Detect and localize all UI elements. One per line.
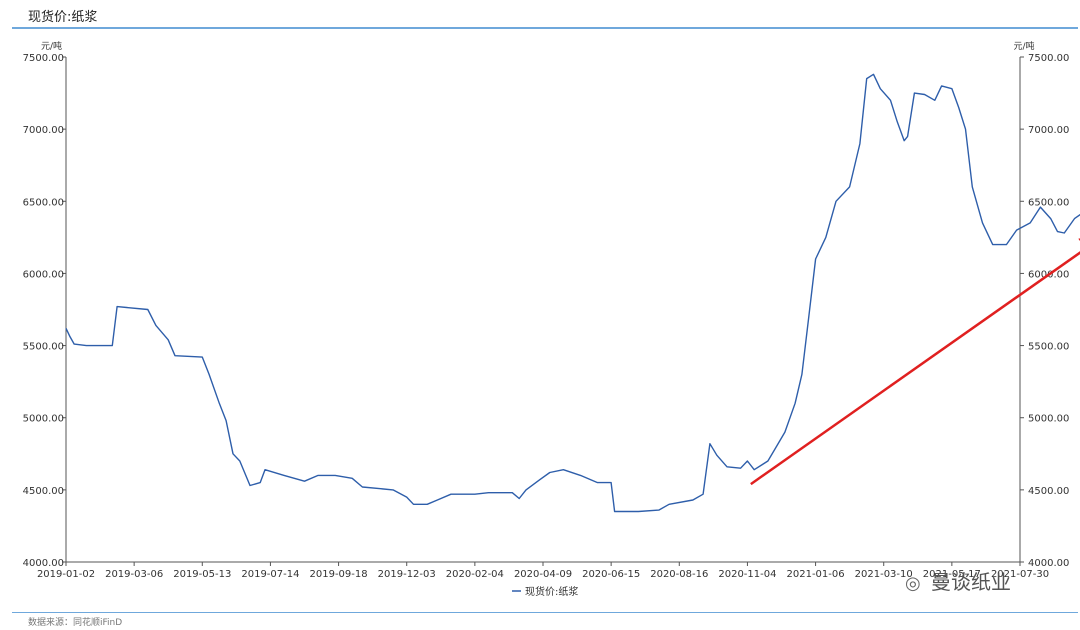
page-title: 现货价:纸浆 [28,10,98,25]
y-tick-label-left: 5500.00 [23,342,64,353]
axes: 元/吨 元/吨 4000.00 4000.00 4500.00 4500.00 5000.0… [23,40,1070,580]
legend-label: 现货价:纸浆 [525,585,578,598]
y-tick-label-right: 7000.00 [1028,125,1069,136]
x-tick-label: 2019-12-03 [378,569,436,580]
y-tick-label-right: 4000.00 [1028,558,1069,569]
y-tick-label-left: 7500.00 [23,53,64,64]
legend[interactable]: 现货价:纸浆 [512,585,578,598]
x-tick-label: 2021-03-10 [855,569,913,580]
trend-arrow [750,234,1080,486]
y-tick-label-right: 5500.00 [1028,342,1069,353]
data-source-note: 数据来源：同花顺iFinD [28,618,123,628]
x-tick-label: 2020-02-04 [446,569,504,580]
watermark-text: 曼谈纸业 [931,570,1011,594]
x-tick-label: 2021-01-06 [787,569,845,580]
x-tick-label: 2021-05-17 [923,569,981,580]
x-tick-label: 2019-07-14 [241,569,299,580]
x-tick-label: 2020-04-09 [514,569,572,580]
price-chart: 元/吨 元/吨 4000.00 4000.00 4500.00 4500.00 5000.0… [23,40,1080,598]
series-line [65,73,1080,513]
y-tick-label-left: 5000.00 [23,414,64,425]
x-tick-label: 2019-09-18 [310,569,368,580]
y-axis-unit-left: 元/吨 [41,40,62,52]
watermark: ◎ 曼谈纸业 [905,566,1011,595]
annotation-layer [750,234,1080,486]
y-tick-label-right: 6500.00 [1028,197,1069,208]
x-tick-label: 2019-05-13 [173,569,231,580]
x-tick-label: 2020-08-16 [650,569,708,580]
x-tick-label: 2020-06-15 [582,569,640,580]
y-tick-label-left: 4000.00 [23,558,64,569]
y-tick-label-left: 6000.00 [23,269,64,280]
y-tick-label-right: 4500.00 [1028,486,1069,497]
header-divider [12,27,1078,29]
y-axis-unit-right: 元/吨 [1013,40,1034,52]
header: 现货价:纸浆 [0,0,1080,29]
series-layer [65,73,1080,513]
y-tick-label-right: 7500.00 [1028,53,1069,64]
x-tick-label: 2019-01-02 [37,569,95,580]
footer-divider [12,612,1078,613]
wechat-icon: ◎ [905,573,921,594]
x-tick-label: 2019-03-06 [105,569,163,580]
y-tick-label-left: 4500.00 [23,486,64,497]
x-tick-label: 2021-07-30 [991,569,1049,580]
y-tick-label-left: 7000.00 [23,125,64,136]
x-tick-label: 2020-11-04 [718,569,776,580]
y-tick-label-left: 6500.00 [23,197,64,208]
y-tick-label-right: 5000.00 [1028,414,1069,425]
